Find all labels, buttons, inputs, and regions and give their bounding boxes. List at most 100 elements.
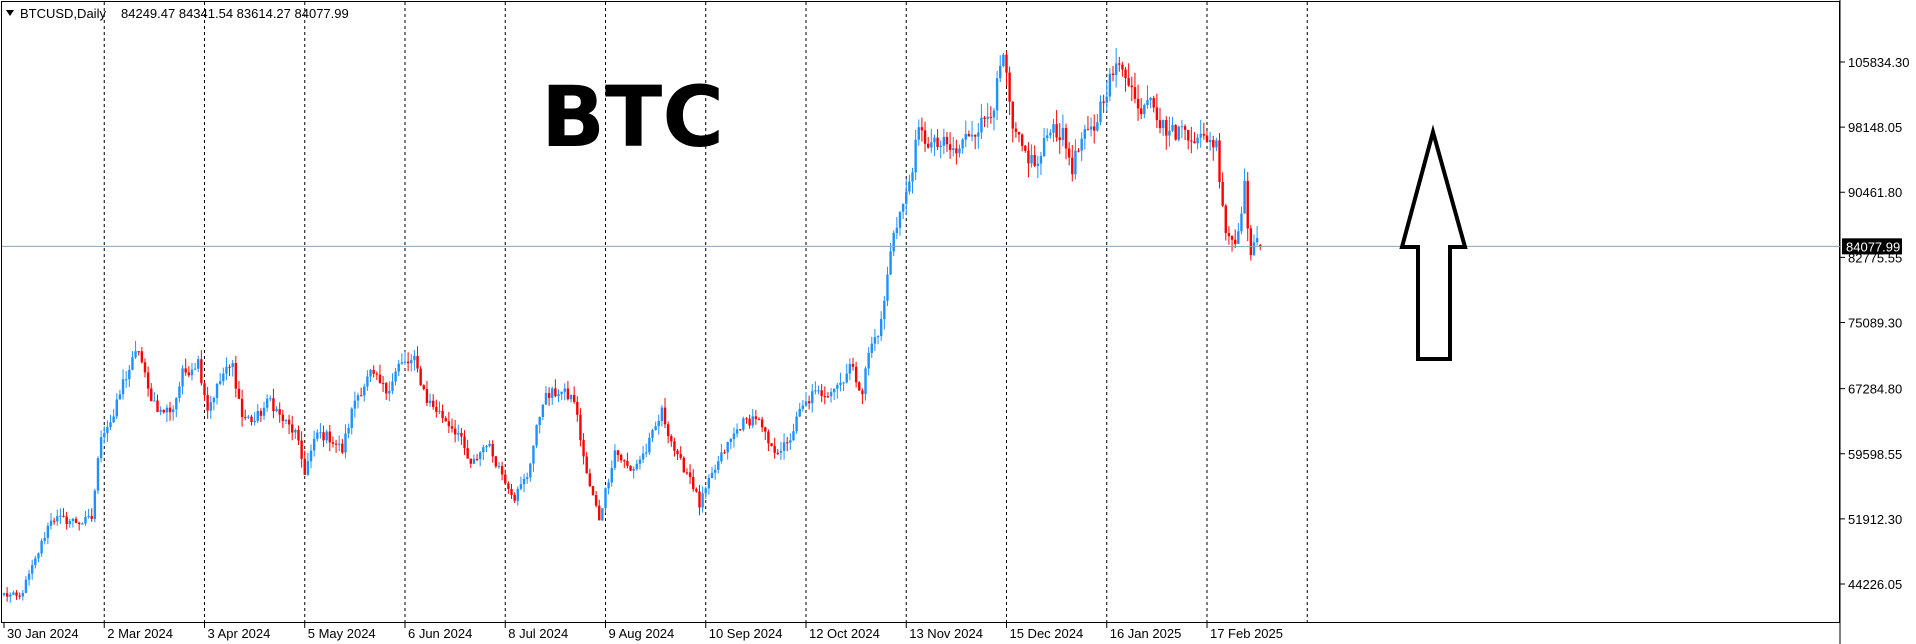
candle-body bbox=[601, 508, 604, 521]
candle-body bbox=[1165, 119, 1168, 136]
candle-body bbox=[466, 448, 469, 459]
candle-body bbox=[538, 416, 541, 426]
candle-body bbox=[1033, 154, 1036, 166]
candle-body bbox=[588, 473, 592, 487]
candle-body bbox=[65, 516, 68, 524]
candle-body bbox=[1202, 133, 1206, 136]
candle-body bbox=[1130, 85, 1134, 88]
collapse-triangle-icon[interactable] bbox=[6, 10, 14, 16]
candle-body bbox=[359, 395, 363, 397]
current-price-line-group: 84077.99 bbox=[2, 238, 1902, 255]
candle-body bbox=[707, 478, 711, 489]
candle-body bbox=[1183, 126, 1187, 130]
x-tick-label: 6 Jun 2024 bbox=[408, 626, 472, 641]
candle-body bbox=[792, 431, 795, 441]
candle-body bbox=[977, 132, 980, 137]
candle-body bbox=[735, 429, 739, 434]
candle-body bbox=[1083, 129, 1087, 139]
candle-body bbox=[663, 407, 667, 425]
candle-body bbox=[87, 515, 90, 517]
candle-body bbox=[867, 352, 870, 369]
candle-body bbox=[234, 363, 238, 389]
candle-body bbox=[109, 422, 112, 428]
candle-body bbox=[1055, 124, 1058, 138]
candle-body bbox=[786, 442, 789, 444]
candle-body bbox=[1146, 100, 1149, 106]
candle-body bbox=[989, 116, 993, 118]
candle-body bbox=[453, 428, 457, 435]
candle-body bbox=[760, 419, 764, 428]
x-axis-ticks: 30 Jan 2024 2 Mar 2024 3 Apr 2024 5 May 202… bbox=[3, 623, 1283, 641]
candle-body bbox=[460, 432, 463, 437]
current-price-tag-label: 84077.99 bbox=[1846, 239, 1900, 254]
candle-body bbox=[1002, 54, 1005, 66]
candle-body bbox=[431, 400, 435, 407]
candle-body bbox=[895, 227, 899, 233]
candle-body bbox=[654, 426, 657, 431]
candle-body bbox=[983, 117, 986, 119]
candle-body bbox=[610, 467, 613, 483]
candle-body bbox=[782, 442, 786, 451]
candle-body bbox=[858, 382, 861, 391]
candle-body bbox=[798, 408, 801, 417]
candle-body bbox=[1030, 154, 1033, 164]
candle-body bbox=[945, 136, 949, 145]
candle-body bbox=[563, 388, 566, 392]
candle-body bbox=[81, 523, 84, 525]
x-tick-label: 9 Aug 2024 bbox=[608, 626, 674, 641]
candle-body bbox=[21, 592, 24, 597]
candle-body bbox=[1093, 126, 1096, 131]
candle-body bbox=[15, 592, 18, 596]
candle-body bbox=[507, 483, 510, 489]
candle-body bbox=[901, 203, 905, 212]
candle-body bbox=[497, 466, 501, 468]
candle-body bbox=[237, 388, 241, 399]
candle-body bbox=[767, 431, 770, 444]
candle-body bbox=[748, 418, 751, 426]
candle-body bbox=[215, 383, 219, 398]
candle-body bbox=[685, 472, 689, 474]
candle-body bbox=[632, 468, 635, 471]
chart-annotation-title[interactable]: BTC bbox=[541, 68, 724, 166]
candle-body bbox=[1161, 119, 1165, 129]
candle-body bbox=[585, 456, 588, 474]
candle-body bbox=[995, 78, 999, 111]
candle-body bbox=[391, 381, 394, 391]
candle-body bbox=[582, 440, 585, 457]
candle-body bbox=[1158, 120, 1162, 129]
candle-body bbox=[222, 373, 225, 382]
candle-body bbox=[1171, 125, 1174, 131]
candle-body bbox=[829, 392, 833, 397]
candle-body bbox=[150, 388, 153, 402]
candle-body bbox=[535, 425, 538, 446]
candle-body bbox=[438, 410, 441, 412]
candle-body bbox=[331, 442, 335, 444]
candle-body bbox=[206, 395, 209, 411]
candle-body bbox=[269, 398, 272, 400]
candle-body bbox=[917, 127, 920, 140]
y-tick-label: 98148.05 bbox=[1848, 120, 1902, 135]
candle-body bbox=[1077, 150, 1080, 152]
candle-body bbox=[1005, 54, 1008, 73]
candle-body bbox=[394, 371, 397, 382]
candle-body bbox=[883, 300, 886, 319]
candle-body bbox=[197, 359, 200, 369]
candle-body bbox=[1118, 63, 1121, 65]
candle-body bbox=[77, 522, 81, 525]
candle-body bbox=[999, 65, 1002, 79]
candle-body bbox=[1017, 131, 1021, 135]
candle-body bbox=[713, 469, 717, 473]
candle-body bbox=[820, 390, 823, 397]
candle-body bbox=[547, 393, 551, 398]
candle-body bbox=[851, 363, 855, 367]
candle-body bbox=[742, 418, 745, 430]
candle-body bbox=[911, 172, 914, 182]
up-arrow-annotation[interactable] bbox=[1399, 124, 1468, 361]
candle-body bbox=[560, 391, 563, 395]
candle-body bbox=[908, 181, 911, 192]
candle-body bbox=[34, 558, 37, 566]
x-tick-label: 8 Jul 2024 bbox=[508, 626, 568, 641]
candle-body bbox=[278, 409, 281, 415]
candle-body bbox=[926, 143, 930, 148]
